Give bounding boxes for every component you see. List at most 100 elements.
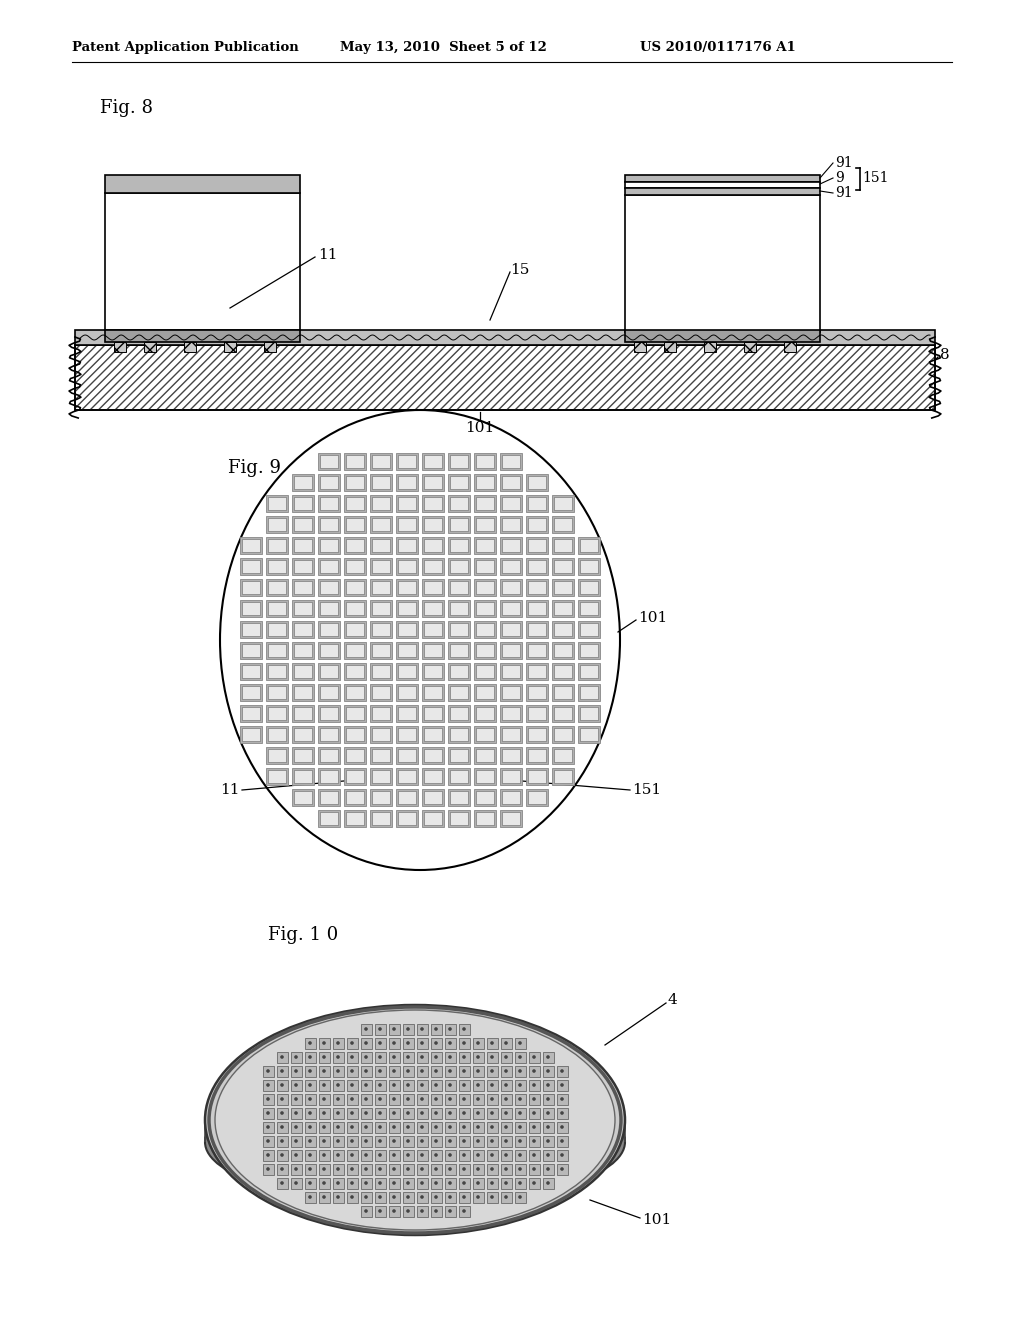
Bar (528, 602, 546, 615)
Circle shape (336, 1055, 340, 1059)
Circle shape (546, 1111, 550, 1115)
Circle shape (560, 1125, 564, 1129)
Bar (514, 1163, 525, 1175)
Bar (344, 495, 366, 512)
Bar (472, 1192, 483, 1203)
Bar (625, 195, 820, 333)
Circle shape (449, 1027, 452, 1031)
Bar (398, 708, 416, 719)
Bar (264, 342, 276, 352)
Circle shape (378, 1209, 382, 1213)
Bar (372, 602, 390, 615)
Bar (664, 342, 676, 352)
Bar (360, 1150, 372, 1160)
Bar (402, 1052, 414, 1063)
Circle shape (532, 1111, 536, 1115)
Bar (375, 1038, 385, 1048)
Bar (266, 516, 288, 533)
Bar (276, 1122, 288, 1133)
Bar (422, 705, 444, 722)
Circle shape (532, 1069, 536, 1073)
Bar (370, 642, 392, 659)
Circle shape (378, 1181, 382, 1185)
Circle shape (462, 1069, 466, 1073)
Circle shape (350, 1125, 354, 1129)
Circle shape (462, 1027, 466, 1031)
Bar (422, 474, 444, 491)
Bar (417, 1065, 427, 1077)
Circle shape (476, 1125, 480, 1129)
Bar (319, 455, 338, 469)
Bar (264, 342, 276, 352)
Circle shape (323, 1139, 326, 1143)
Bar (318, 1135, 330, 1147)
Circle shape (308, 1167, 311, 1171)
Bar (318, 789, 340, 807)
Circle shape (560, 1139, 564, 1143)
Bar (705, 342, 716, 352)
Bar (375, 1150, 385, 1160)
Bar (344, 620, 366, 638)
Bar (449, 537, 470, 554)
Bar (402, 1065, 414, 1077)
Circle shape (504, 1069, 508, 1073)
Bar (580, 623, 598, 636)
Circle shape (504, 1195, 508, 1199)
Bar (422, 810, 444, 828)
Bar (360, 1163, 372, 1175)
Bar (114, 342, 126, 352)
Bar (417, 1163, 427, 1175)
Bar (370, 495, 392, 512)
Circle shape (378, 1027, 382, 1031)
Bar (449, 579, 470, 597)
Circle shape (378, 1125, 382, 1129)
Circle shape (266, 1139, 269, 1143)
Bar (449, 747, 470, 764)
Bar (424, 498, 442, 510)
Bar (294, 708, 312, 719)
Text: Fig. 1 0: Fig. 1 0 (268, 927, 338, 944)
Bar (319, 560, 338, 573)
Bar (552, 726, 574, 743)
Bar (424, 665, 442, 678)
Bar (372, 539, 390, 552)
Bar (224, 342, 236, 352)
Circle shape (365, 1069, 368, 1073)
Bar (450, 791, 468, 804)
Bar (276, 1107, 288, 1118)
Bar (318, 810, 340, 828)
Bar (292, 663, 314, 680)
Bar (318, 1080, 330, 1090)
Bar (444, 1150, 456, 1160)
Bar (459, 1023, 469, 1035)
Circle shape (407, 1111, 410, 1115)
Bar (784, 342, 796, 352)
Circle shape (420, 1097, 424, 1101)
Circle shape (365, 1084, 368, 1086)
Bar (476, 560, 494, 573)
Bar (625, 187, 820, 195)
Bar (552, 537, 574, 554)
Circle shape (490, 1125, 494, 1129)
Bar (476, 539, 494, 552)
Bar (268, 581, 286, 594)
Bar (346, 455, 364, 469)
Bar (398, 581, 416, 594)
Bar (449, 810, 470, 828)
Circle shape (336, 1195, 340, 1199)
Bar (346, 581, 364, 594)
Circle shape (407, 1069, 410, 1073)
Bar (319, 498, 338, 510)
Bar (333, 1177, 343, 1188)
Bar (501, 1038, 512, 1048)
Bar (402, 1023, 414, 1035)
Bar (476, 770, 494, 783)
Circle shape (490, 1181, 494, 1185)
Bar (346, 623, 364, 636)
Bar (333, 1093, 343, 1105)
Bar (292, 516, 314, 533)
Bar (486, 1122, 498, 1133)
Bar (424, 686, 442, 700)
Circle shape (378, 1055, 382, 1059)
Bar (430, 1122, 441, 1133)
